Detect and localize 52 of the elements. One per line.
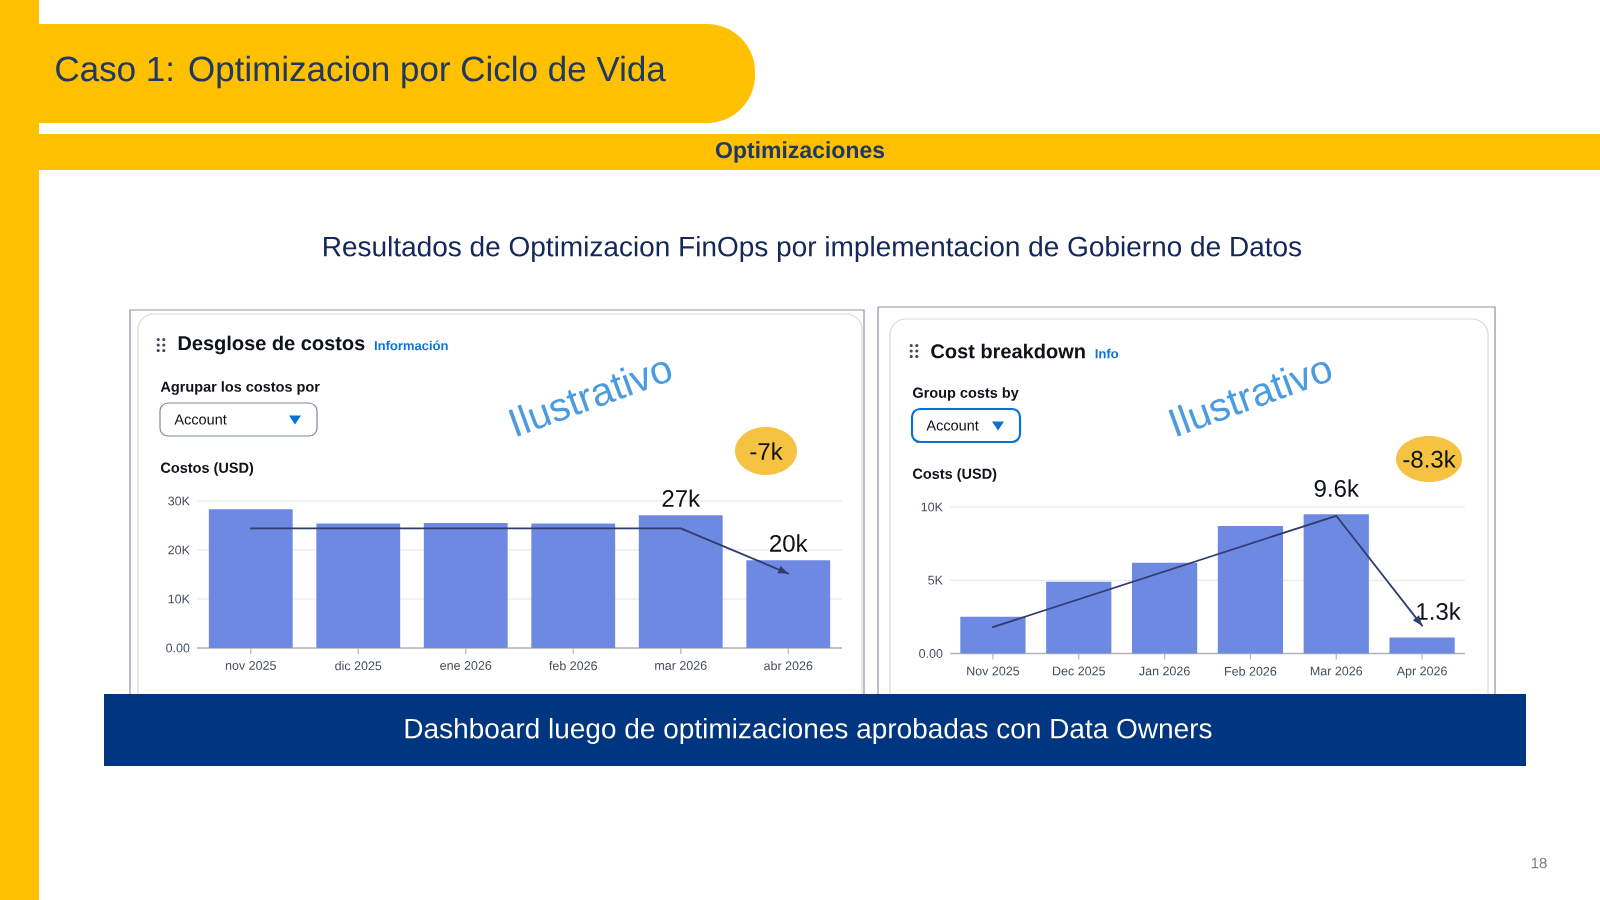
text: 18 (1531, 857, 1547, 869)
bar (1046, 581, 1112, 654)
y-tick-label: 0.00 (919, 649, 943, 658)
x-tick-label: feb 2026 (549, 661, 598, 671)
text: Agrupar los costos por (160, 381, 320, 395)
text: Optimizaciones (715, 141, 885, 163)
y-tick-label: 10K (921, 502, 943, 512)
annotation: 1.3k (1417, 602, 1461, 620)
bar (208, 509, 293, 648)
y-tick-label: 0.00 (166, 643, 190, 653)
bar (316, 523, 401, 648)
x-tick-label: ene 2026 (440, 661, 492, 670)
text: Account (174, 414, 227, 425)
y-axis-title: Costos (USD) (161, 462, 254, 476)
text: Info (1095, 348, 1119, 359)
x-tick-label: Dec 2025 (1053, 666, 1105, 676)
annotation: 27k (662, 489, 701, 507)
annotation: 20k (770, 534, 808, 552)
annotation: 9.6k (1314, 479, 1359, 497)
x-tick-label: Jan 2026 (1139, 666, 1190, 676)
y-tick-label: 20K (168, 545, 190, 555)
x-tick-label: mar 2026 (655, 661, 707, 670)
x-tick-label: Feb 2026 (1225, 666, 1277, 676)
bar (531, 523, 616, 648)
x-tick-label: nov 2025 (225, 661, 276, 670)
text: -8.3k (1403, 450, 1456, 468)
bar (1131, 562, 1198, 654)
chart-title: Desglose de costos (178, 335, 365, 355)
x-tick-label: dic 2025 (335, 661, 382, 671)
text: Resultados de Optimizacion FinOps por implementacion de Gobierno de Datos (324, 235, 1302, 263)
y-tick-label: 10K (168, 594, 190, 604)
x-tick-label: Mar 2026 (1310, 666, 1363, 676)
text: Dashboard luego de optimizaciones aprobadas con Data Owners (405, 717, 1212, 745)
bar (1217, 526, 1284, 654)
x-tick-label: Nov 2025 (967, 666, 1020, 676)
text: Account (926, 420, 979, 431)
y-tick-label: 30K (168, 496, 190, 506)
x-tick-label: abr 2026 (764, 661, 813, 671)
text: -7k (750, 442, 783, 460)
bar (1303, 514, 1369, 654)
bar (1389, 637, 1455, 654)
x-tick-label: Apr 2026 (1396, 666, 1447, 678)
y-tick-label: 5K (928, 575, 943, 585)
bar (960, 616, 1026, 654)
chart-title: Cost breakdown (931, 343, 1085, 359)
y-axis-title: Costs (USD) (913, 468, 997, 482)
text: Caso 1: Optimizacion por Ciclo de Vida (56, 55, 666, 89)
text: Información (374, 340, 448, 351)
text: Group costs by (913, 387, 1019, 401)
bar (423, 523, 508, 648)
bar (638, 515, 723, 648)
bar (746, 560, 831, 648)
